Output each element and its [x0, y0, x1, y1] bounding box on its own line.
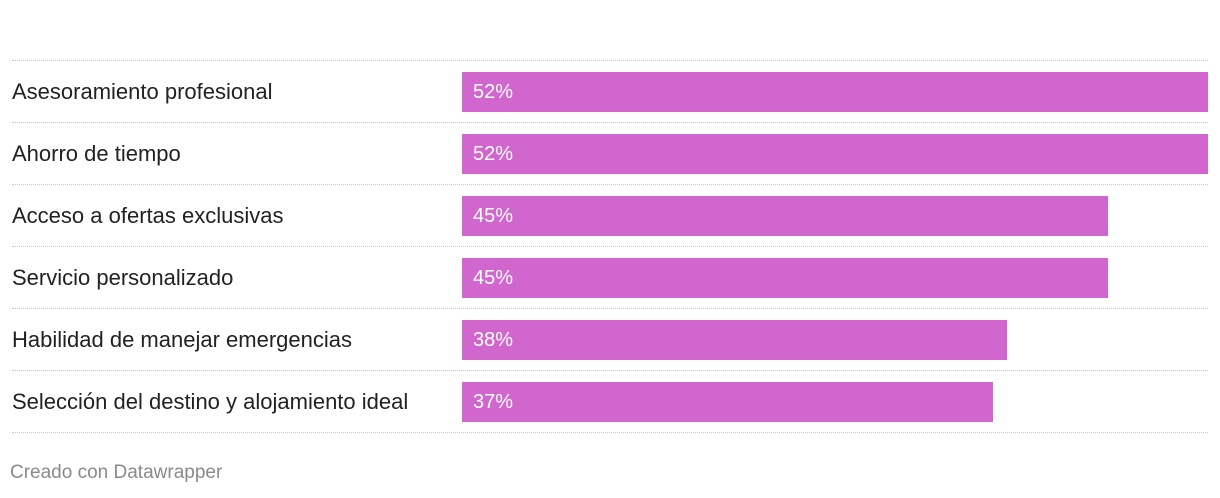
bar-value-label: 37% [473, 391, 514, 413]
chart-row: Asesoramiento profesional 52% [12, 60, 1208, 122]
bar-value-label: 45% [473, 205, 514, 227]
category-label: Servicio personalizado [12, 265, 234, 290]
chart-row: Ahorro de tiempo 52% [12, 122, 1208, 184]
chart-row: Selección del destino y alojamiento idea… [12, 370, 1208, 432]
category-label: Asesoramiento profesional [12, 79, 273, 104]
category-label: Ahorro de tiempo [12, 141, 181, 166]
category-label: Selección del destino y alojamiento idea… [12, 389, 409, 414]
category-label: Acceso a ofertas exclusivas [12, 203, 284, 228]
chart-bottom-divider [12, 432, 1208, 433]
bar-value-label: 45% [473, 267, 514, 289]
bar [462, 258, 1108, 298]
bar [462, 196, 1108, 236]
bar [462, 382, 993, 422]
bar [462, 320, 1008, 360]
bar-value-label: 52% [473, 81, 514, 103]
chart-row: Acceso a ofertas exclusivas 45% [12, 184, 1208, 246]
bar-chart: Asesoramiento profesional 52% Ahorro de ti… [12, 60, 1208, 433]
chart-row: Servicio personalizado 45% [12, 246, 1208, 308]
bar [462, 72, 1208, 112]
bar-value-label: 38% [473, 329, 514, 351]
category-label: Habilidad de manejar emergencias [12, 327, 352, 352]
chart-row: Habilidad de manejar emergencias 38% [12, 308, 1208, 370]
source-credit[interactable]: Creado con Datawrapper [10, 462, 223, 483]
bar-value-label: 52% [473, 143, 514, 165]
bar [462, 134, 1208, 174]
